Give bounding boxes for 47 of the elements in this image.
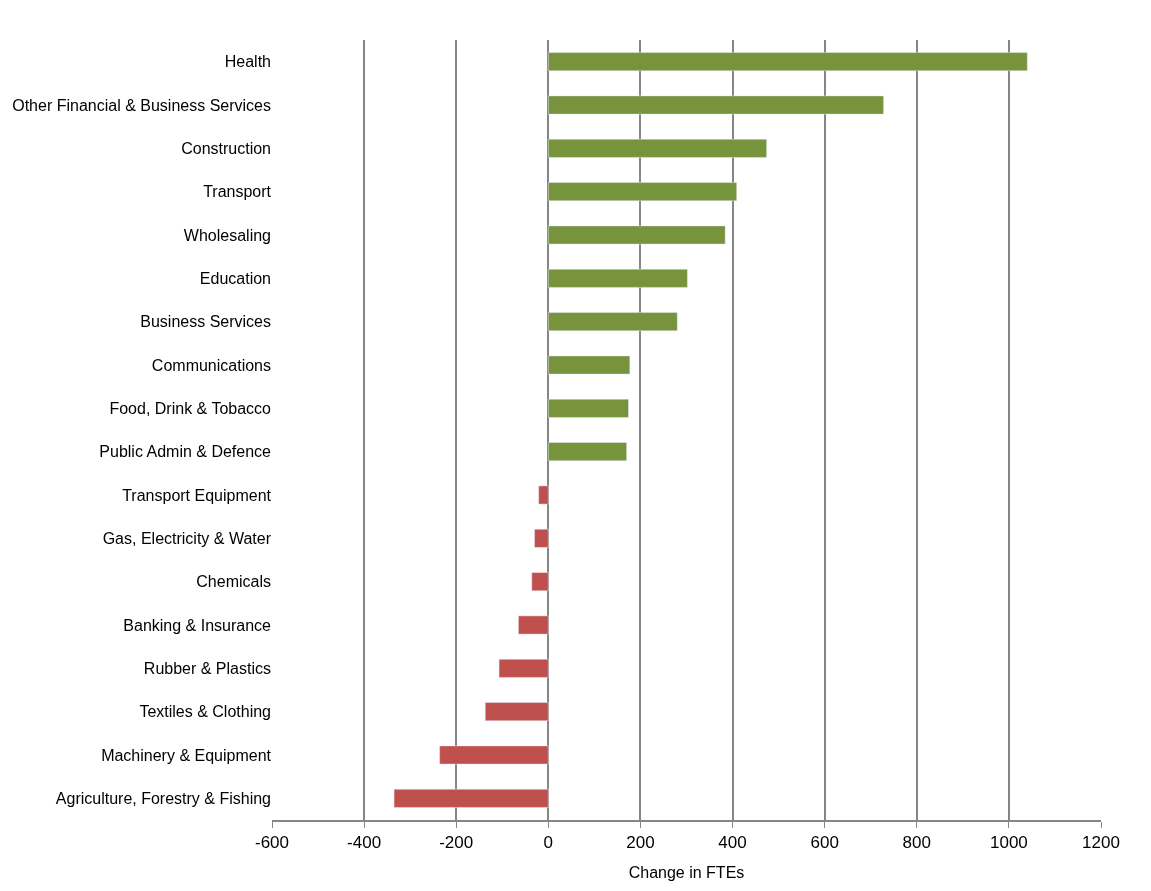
y-tick-label: Business Services (140, 313, 271, 331)
bar (548, 225, 726, 245)
bar (548, 442, 627, 462)
x-tick-label: -600 (254, 833, 290, 853)
bar (531, 572, 549, 592)
y-tick-label: Textiles & Clothing (139, 703, 271, 721)
y-tick-label: Education (199, 269, 271, 287)
x-tick-label: 1200 (1082, 833, 1120, 853)
y-tick-label: Food, Drink & Tobacco (109, 399, 272, 417)
y-tick-label: Banking & Insurance (123, 616, 272, 634)
bar (548, 355, 631, 375)
bar (548, 398, 629, 418)
y-tick-label: Machinery & Equipment (101, 746, 272, 764)
bar (498, 658, 549, 678)
x-tick-label: 800 (902, 833, 931, 853)
bar (548, 52, 1028, 72)
y-tick-label: Health (224, 53, 271, 71)
x-tick-label: 200 (626, 833, 655, 853)
bar (548, 312, 678, 332)
bar (484, 702, 549, 722)
bar (518, 615, 549, 635)
y-tick-label: Agriculture, Forestry & Fishing (55, 789, 271, 807)
y-tick-label: Public Admin & Defence (99, 443, 272, 461)
bar (439, 745, 549, 765)
x-tick-label: 0 (543, 833, 554, 853)
y-tick-label: Chemicals (196, 573, 271, 591)
bar (548, 138, 767, 158)
y-tick-label: Communications (151, 356, 271, 374)
y-tick-label: Transport Equipment (122, 486, 272, 504)
y-tick-label: Wholesaling (183, 226, 271, 244)
bar (538, 485, 549, 505)
y-tick-label: Construction (181, 139, 271, 157)
y-tick-label: Transport (203, 183, 272, 201)
x-tick-label: 400 (718, 833, 747, 853)
bar (534, 528, 549, 548)
x-tick-label: -400 (347, 833, 382, 853)
bar (548, 268, 688, 288)
x-tick-label: 1000 (989, 833, 1028, 853)
bar (548, 95, 884, 115)
x-tick-label: -200 (439, 833, 474, 853)
x-axis-title: Change in FTEs (628, 863, 745, 881)
bar (548, 182, 737, 202)
y-tick-label: Gas, Electricity & Water (102, 529, 272, 547)
y-tick-label: Rubber & Plastics (143, 659, 271, 677)
bar (393, 788, 549, 808)
y-tick-label: Other Financial & Business Services (12, 96, 271, 114)
x-tick-label: 600 (810, 833, 839, 853)
